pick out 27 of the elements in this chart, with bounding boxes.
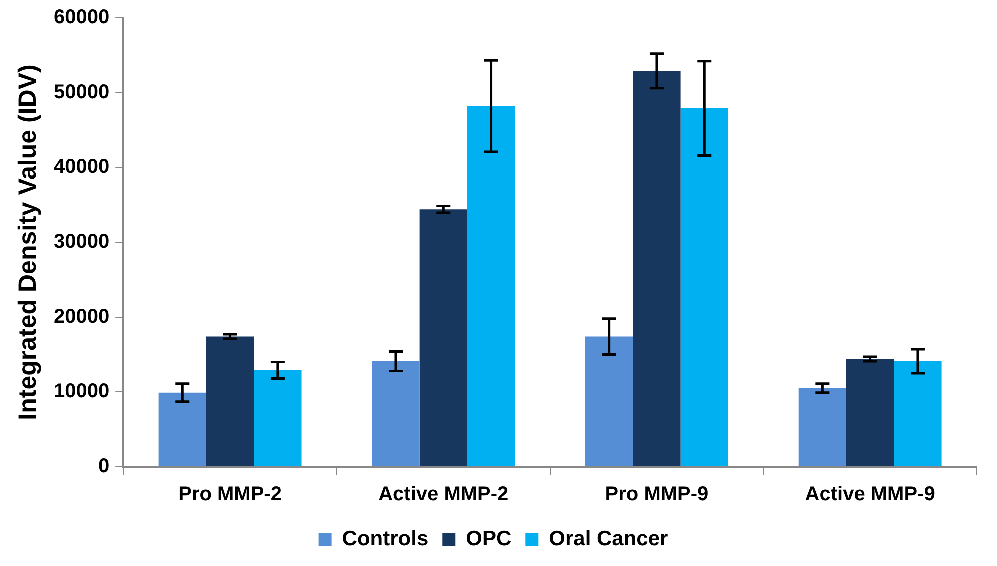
bar — [420, 210, 468, 466]
bar — [798, 388, 847, 466]
bar — [254, 370, 302, 466]
bar — [586, 336, 634, 466]
x-tick-label: Active MMP-2 — [378, 484, 509, 506]
bar — [680, 108, 728, 466]
bar — [894, 361, 942, 466]
x-tick-label: Pro MMP-9 — [605, 484, 709, 506]
bar — [372, 361, 420, 466]
y-tick-label: 10000 — [54, 380, 110, 403]
y-tick-label: 30000 — [54, 231, 110, 254]
bar — [467, 106, 516, 466]
y-axis-title: Integrated Density Value (IDV) — [14, 64, 42, 420]
y-tick-label: 50000 — [54, 81, 110, 104]
legend-label: OPC — [466, 527, 512, 550]
bar — [846, 359, 894, 466]
y-tick-label: 0 — [98, 456, 110, 478]
bar — [206, 336, 254, 466]
y-tick-label: 40000 — [54, 156, 110, 178]
legend-label: Controls — [342, 527, 429, 550]
x-tick-label: Active MMP-9 — [805, 484, 936, 506]
y-tick-label: 20000 — [54, 306, 110, 328]
x-tick-label: Pro MMP-2 — [178, 484, 282, 506]
legend-label: Oral Cancer — [549, 527, 668, 550]
bar — [633, 71, 681, 466]
bar — [158, 392, 206, 466]
y-tick-label: 60000 — [54, 6, 110, 29]
